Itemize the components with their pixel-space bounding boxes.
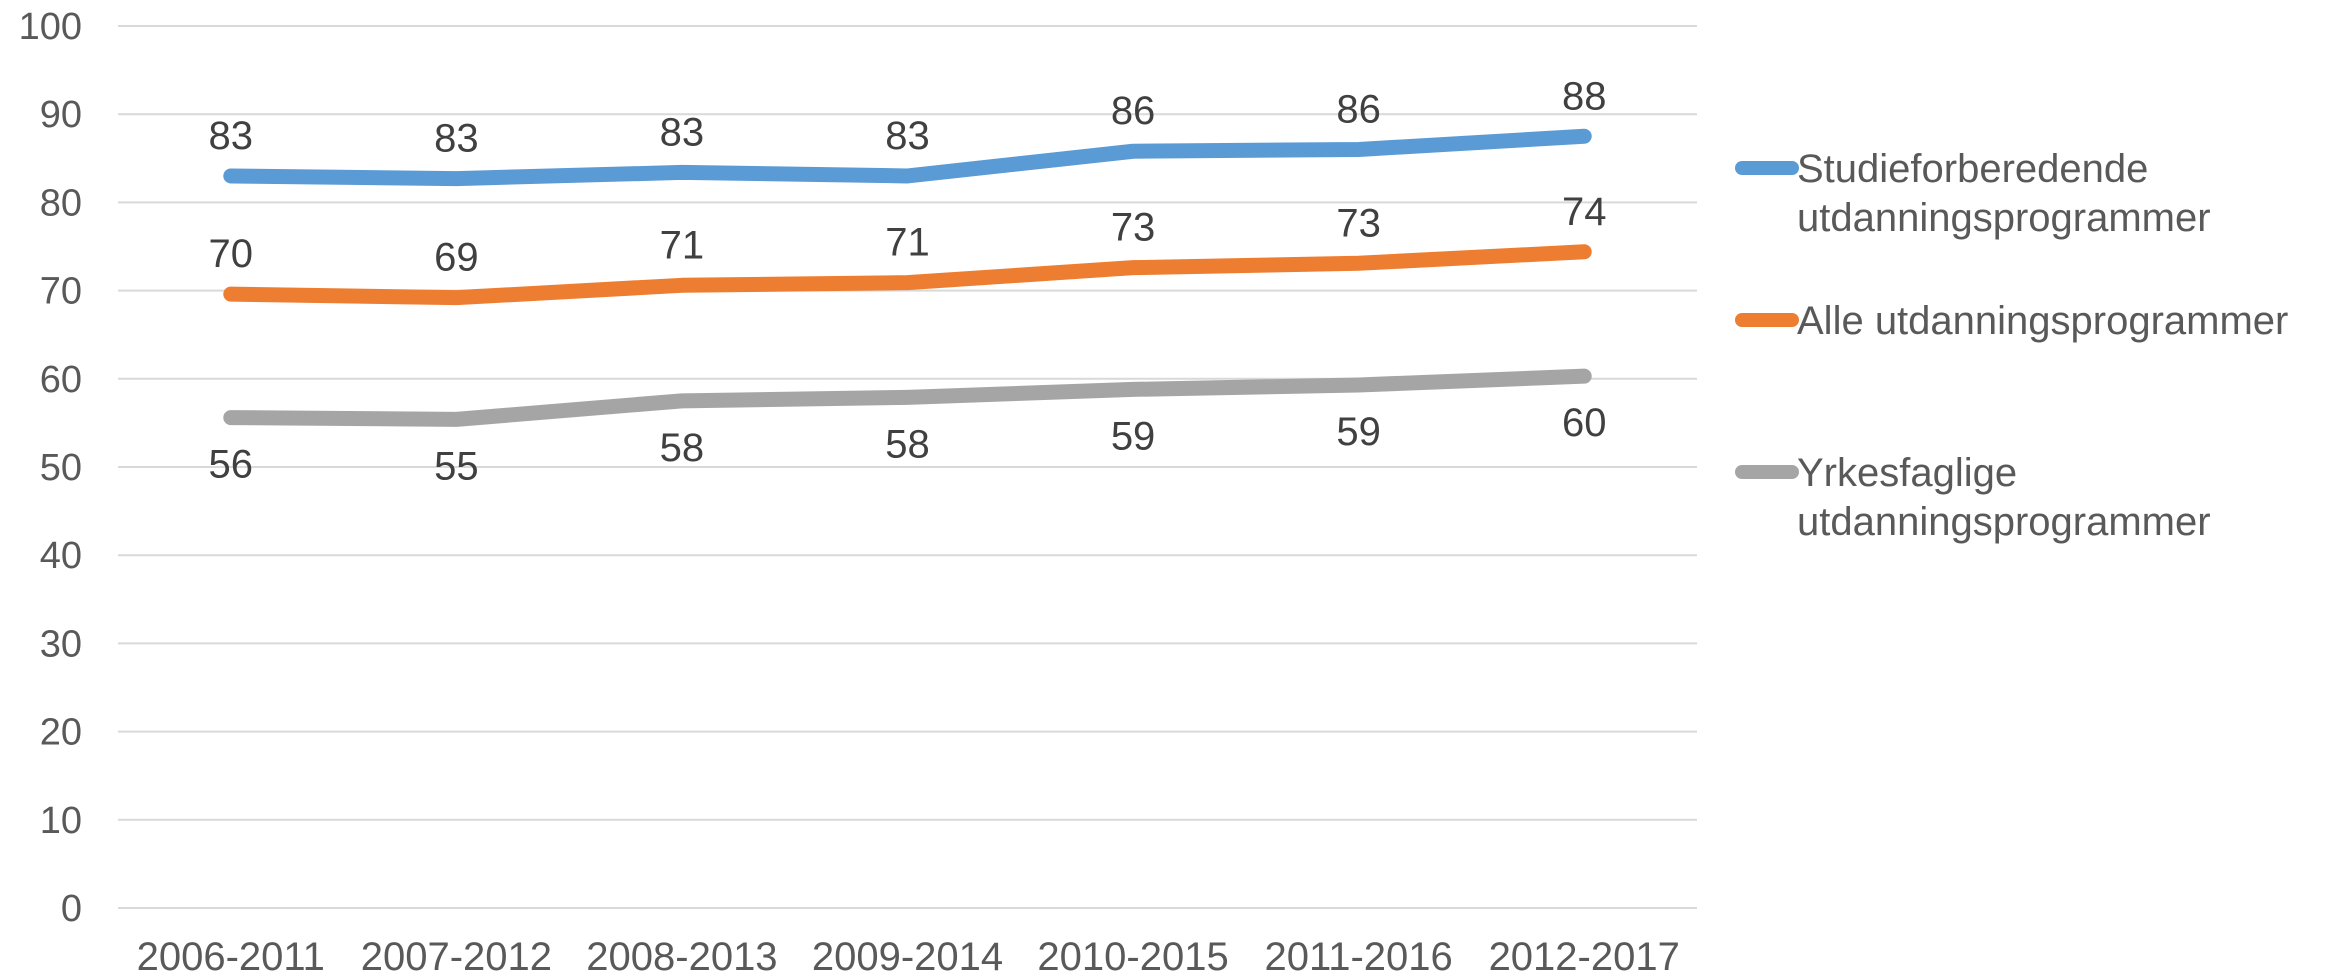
x-tick-label: 2010-2015	[1037, 935, 1228, 976]
data-label: 70	[209, 232, 254, 276]
legend-label: Yrkesfaglige	[1797, 451, 2017, 495]
x-tick-label: 2009-2014	[812, 935, 1003, 976]
y-tick-label: 0	[61, 888, 82, 930]
legend-label: utdanningsprogrammer	[1797, 196, 2211, 240]
y-tick-label: 100	[19, 6, 82, 48]
x-tick-label: 2007-2012	[361, 935, 552, 976]
legend: Studieforberedende utdanningsprogrammer Al…	[1735, 147, 2288, 544]
y-tick-label: 60	[40, 359, 82, 401]
data-label: 73	[1336, 201, 1381, 245]
data-label: 59	[1336, 410, 1381, 454]
y-axis: 0 10 20 30 40 50 60 70 80 90 100	[19, 6, 82, 930]
y-tick-label: 30	[40, 623, 82, 665]
y-tick-label: 70	[40, 271, 82, 313]
y-tick-label: 20	[40, 712, 82, 754]
data-label: 83	[660, 110, 705, 154]
x-tick-label: 2008-2013	[586, 935, 777, 976]
series-line-1	[223, 128, 1592, 187]
data-label: 83	[209, 114, 254, 158]
y-tick-label: 80	[40, 182, 82, 224]
x-tick-label: 2012-2017	[1489, 935, 1680, 976]
data-labels: 83 83 83 83 86 86 88 70 69 71 71 73 73 74 56 55 58 58 59 59…	[209, 74, 1607, 488]
y-tick-label: 10	[40, 800, 82, 842]
data-label: 71	[660, 223, 705, 267]
legend-label: Studieforberedende	[1797, 147, 2148, 191]
data-label: 86	[1336, 87, 1381, 131]
x-axis: 2006-2011 2007-2012 2008-2013 2009-2014 2010…	[137, 935, 1680, 976]
y-tick-label: 40	[40, 535, 82, 577]
y-tick-label: 90	[40, 94, 82, 136]
series-line-3	[223, 368, 1592, 427]
x-tick-label: 2006-2011	[137, 935, 325, 976]
data-label: 83	[434, 117, 479, 161]
legend-label: Alle utdanningsprogrammer	[1797, 299, 2288, 343]
data-label: 58	[885, 422, 930, 466]
data-label: 74	[1562, 190, 1607, 234]
data-label: 55	[434, 444, 479, 488]
y-tick-label: 50	[40, 447, 82, 489]
data-label: 83	[885, 114, 930, 158]
series-line-2	[223, 244, 1592, 306]
data-label: 88	[1562, 74, 1607, 118]
data-label: 56	[209, 443, 254, 487]
x-tick-label: 2011-2016	[1264, 935, 1452, 976]
data-label: 86	[1111, 89, 1156, 133]
data-label: 73	[1111, 206, 1156, 250]
data-label: 58	[660, 426, 705, 470]
data-label: 59	[1111, 414, 1156, 458]
data-label: 71	[885, 221, 930, 265]
series-lines	[223, 128, 1592, 427]
legend-label: utdanningsprogrammer	[1797, 500, 2211, 544]
data-label: 69	[434, 236, 479, 280]
grid	[118, 25, 1697, 909]
data-label: 60	[1562, 401, 1607, 445]
